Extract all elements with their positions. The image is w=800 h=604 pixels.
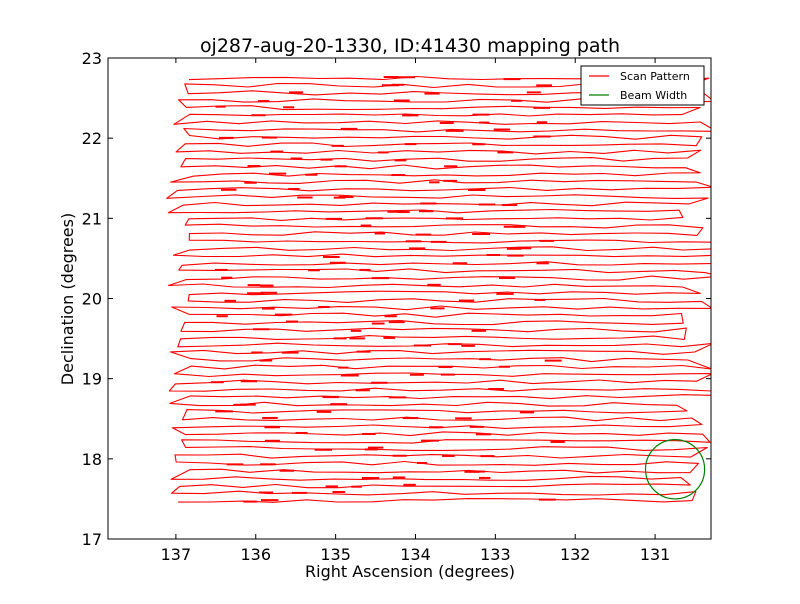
x-tick-label: 133 <box>480 545 511 564</box>
y-tick-label: 21 <box>82 209 102 228</box>
y-tick-label: 23 <box>82 49 102 68</box>
y-tick-label: 19 <box>82 370 102 389</box>
x-axis: 137 136 135 134 133 132 131 <box>161 58 671 564</box>
chart-title: oj287-aug-20-1330, ID:41430 mapping path <box>200 35 620 57</box>
y-tick-label: 17 <box>82 530 102 549</box>
scan-pattern-series <box>166 75 711 503</box>
x-tick-label: 137 <box>161 545 192 564</box>
y-tick-label: 22 <box>82 129 102 148</box>
legend-label-beam-width: Beam Width <box>620 89 687 102</box>
x-tick-label: 132 <box>560 545 591 564</box>
x-tick-label: 136 <box>240 545 271 564</box>
legend: Scan Pattern Beam Width <box>580 65 705 106</box>
beam-width-series <box>644 438 706 500</box>
beam-width-circle <box>644 438 706 500</box>
y-axis: 17 18 19 20 21 22 23 <box>82 49 711 549</box>
x-tick-label: 135 <box>320 545 351 564</box>
x-tick-label: 131 <box>640 545 671 564</box>
x-axis-label: Right Ascension (degrees) <box>305 562 515 581</box>
legend-label-scan-pattern: Scan Pattern <box>620 70 690 83</box>
x-tick-label: 134 <box>400 545 431 564</box>
y-axis-label: Declination (degrees) <box>58 213 77 385</box>
legend-box <box>580 65 705 106</box>
y-tick-label: 18 <box>82 450 102 469</box>
y-tick-label: 20 <box>82 290 102 309</box>
